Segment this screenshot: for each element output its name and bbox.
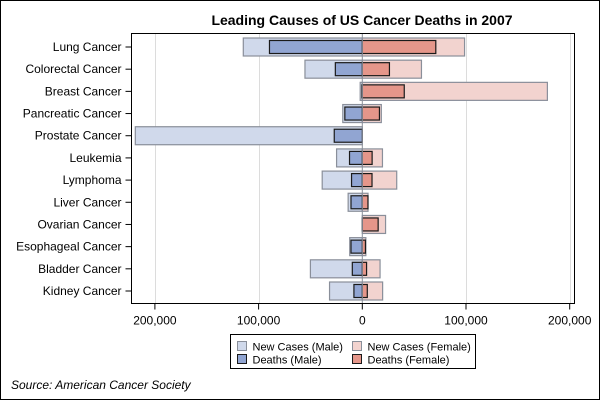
bar-deaths-male [269, 41, 362, 54]
chart-title: Leading Causes of US Cancer Deaths in 20… [211, 12, 512, 28]
category-label: Ovarian Cancer [37, 217, 121, 231]
bar-new-cases-male [135, 127, 362, 145]
x-tick-label: 0 [359, 314, 366, 328]
bar-deaths-female [362, 174, 372, 187]
category-label: Breast Cancer [45, 84, 122, 98]
category-label: Liver Cancer [53, 195, 121, 209]
legend-swatch [353, 342, 362, 351]
bar-deaths-male [352, 262, 362, 275]
x-tick-label: 200,000 [548, 314, 592, 328]
category-label: Pancreatic Cancer [23, 107, 122, 121]
bar-deaths-male [352, 174, 363, 187]
category-label: Lung Cancer [53, 40, 122, 54]
bar-deaths-female [362, 285, 367, 298]
category-label: Bladder Cancer [38, 262, 121, 276]
legend-swatch [238, 342, 247, 351]
bar-deaths-female [362, 262, 366, 275]
category-label: Colorectal Cancer [25, 62, 121, 76]
legend-label: New Cases (Male) [253, 342, 343, 354]
bar-deaths-female [362, 41, 436, 54]
bar-deaths-male [351, 196, 362, 209]
x-tick-label: 100,000 [444, 314, 488, 328]
legend-label: Deaths (Female) [368, 355, 450, 367]
category-label: Esophageal Cancer [16, 240, 121, 254]
source-note: Source: American Cancer Society [11, 378, 192, 392]
bar-deaths-female [362, 107, 379, 120]
legend-swatch [353, 355, 362, 364]
bar-deaths-male [334, 129, 362, 142]
legend-label: Deaths (Male) [253, 355, 322, 367]
bar-deaths-female [362, 151, 372, 164]
x-tick-label: 200,000 [133, 314, 177, 328]
bar-deaths-female [362, 85, 404, 98]
category-label: Lymphoma [63, 173, 122, 187]
bar-deaths-female [362, 218, 378, 231]
legend-swatch [238, 355, 247, 364]
bar-deaths-female [362, 196, 368, 209]
bars [135, 38, 547, 300]
axes: Lung Cancer Colorectal Cancer Breast Cance… [16, 34, 592, 328]
category-label: Prostate Cancer [35, 129, 122, 143]
bar-deaths-male [351, 240, 362, 253]
legend: New Cases (Male)New Cases (Female)Deaths… [231, 335, 476, 369]
x-tick-label: 100,000 [237, 314, 281, 328]
bar-deaths-male [345, 107, 362, 120]
bar-deaths-male [354, 285, 362, 298]
category-label: Kidney Cancer [43, 284, 122, 298]
bar-deaths-male [350, 151, 363, 164]
category-label: Leukemia [69, 151, 121, 165]
bar-deaths-female [362, 63, 389, 76]
legend-label: New Cases (Female) [368, 342, 471, 354]
bar-deaths-male [335, 63, 362, 76]
